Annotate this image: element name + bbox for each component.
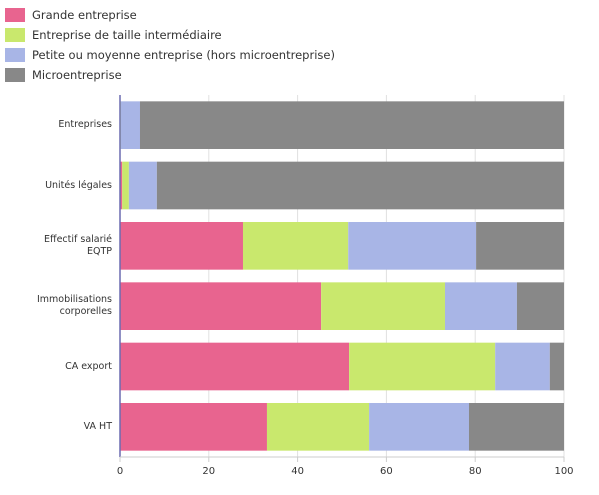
legend-swatch (5, 8, 25, 22)
y-tick-label: CA export (65, 360, 112, 372)
bar-segment (120, 222, 243, 270)
y-tick-label: Immobilisations corporelles (37, 294, 112, 318)
y-tick-label: Effectif salarié EQTP (44, 233, 112, 257)
bar-segment (122, 161, 129, 210)
bar-segment (120, 403, 267, 451)
x-tick-label: 40 (291, 466, 304, 477)
legend-swatch (5, 68, 25, 82)
bar-segment (120, 342, 350, 391)
bar-segment (445, 282, 517, 330)
x-tick-label: 60 (380, 466, 393, 477)
legend-swatch (5, 28, 25, 42)
bar-segment (516, 282, 564, 330)
bar-segment (369, 403, 469, 451)
bar-segment (120, 101, 140, 149)
legend-label: Entreprise de taille intermédiaire (32, 28, 222, 42)
bar-segment (468, 403, 564, 451)
bar-segment (120, 282, 322, 330)
bar-segment (349, 342, 496, 391)
bar-segment (266, 403, 370, 451)
bar-segment (549, 342, 564, 391)
x-tick-label: 20 (202, 466, 215, 477)
bar-segment (321, 282, 446, 330)
y-tick-label: Entreprises (58, 119, 112, 131)
x-tick-label: 80 (469, 466, 482, 477)
x-tick-label: 100 (554, 466, 573, 477)
bar-segment (348, 222, 477, 270)
legend-label: Microentreprise (32, 68, 122, 82)
bar-segment (128, 161, 157, 210)
legend-label: Grande entreprise (32, 8, 137, 22)
bar-segment (242, 222, 349, 270)
bar-segment (139, 101, 565, 149)
bar-segment (476, 222, 564, 270)
bar-segment (156, 161, 565, 210)
legend-label: Petite ou moyenne entreprise (hors micro… (32, 48, 335, 62)
bar-segment (120, 161, 123, 210)
bar-segment (495, 342, 550, 391)
y-tick-label: Unités légales (45, 179, 112, 191)
y-tick-label: VA HT (83, 420, 112, 432)
legend-swatch (5, 48, 25, 62)
x-tick-label: 0 (117, 466, 123, 477)
